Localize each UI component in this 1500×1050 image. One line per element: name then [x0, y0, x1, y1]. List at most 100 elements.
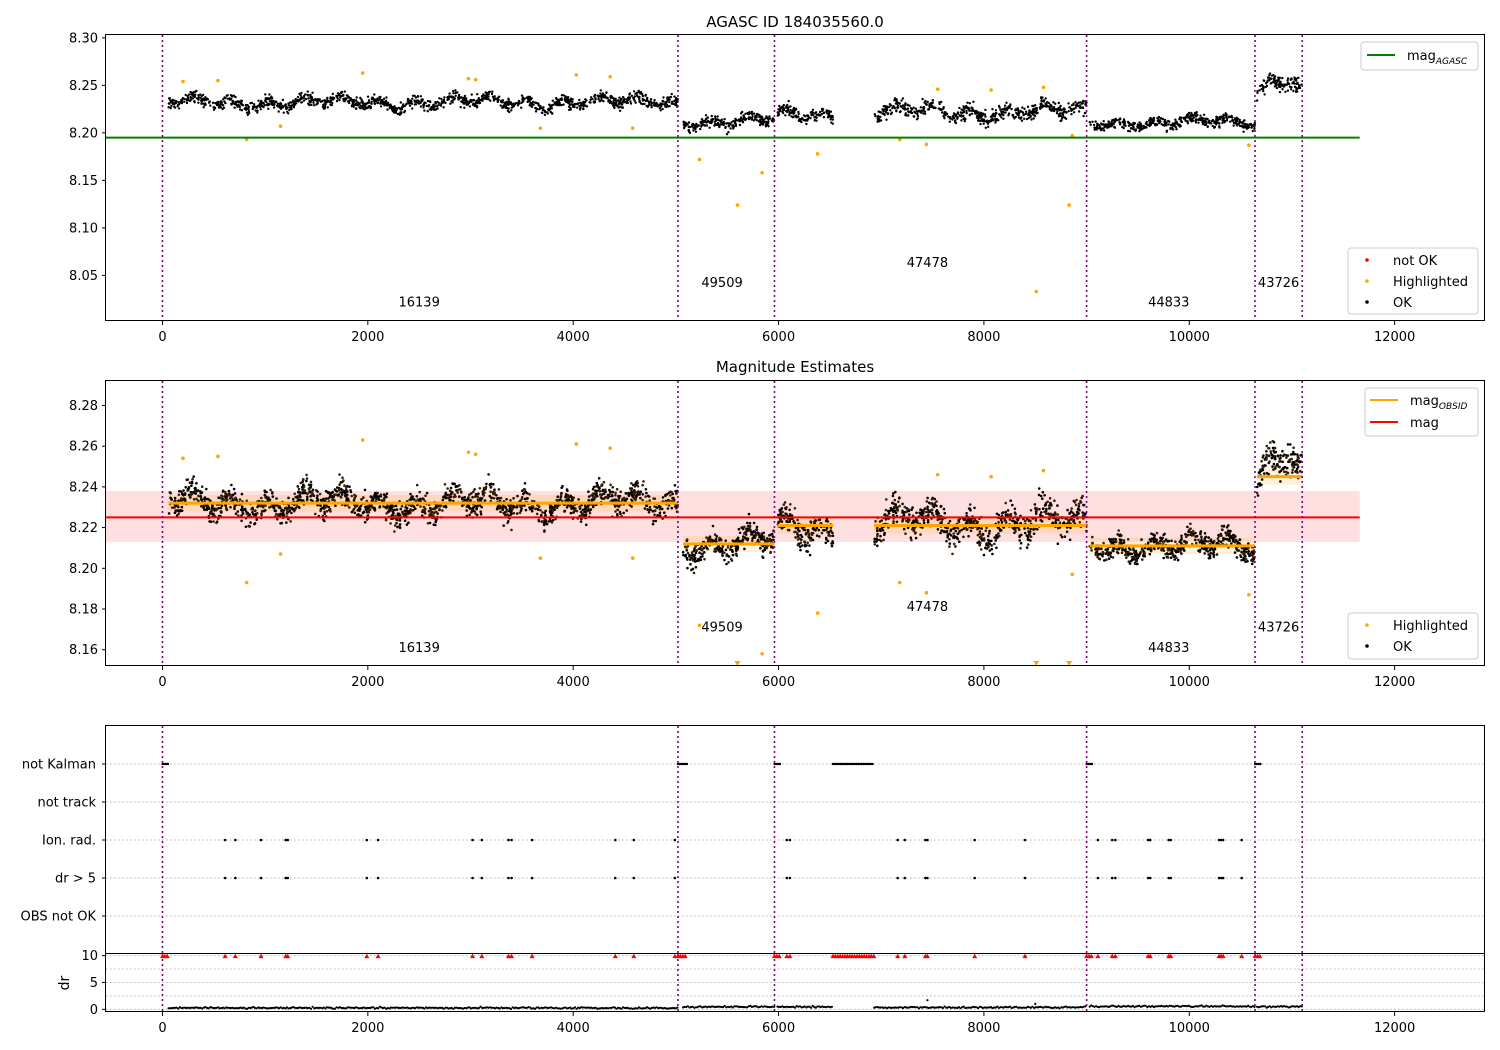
magnitude-ok-point [251, 506, 254, 510]
agasc-highlighted-point [1041, 85, 1046, 90]
agasc-ok-point [1004, 107, 1008, 111]
agasc-ok-point [1178, 123, 1182, 127]
magnitude-ok-point [799, 548, 802, 552]
magnitude-ok-point [734, 547, 738, 550]
magnitude-ok-point [468, 513, 471, 517]
agasc-ok-point [734, 124, 738, 128]
agasc-ok-point [1028, 109, 1031, 112]
magnitude-ok-point [761, 556, 765, 559]
agasc-ok-point [671, 100, 674, 104]
magnitude-ok-point [458, 484, 461, 487]
agasc-ok-point [254, 109, 257, 112]
agasc-ok-point [1295, 82, 1298, 86]
magnitude-ok-point [352, 499, 356, 502]
magnitude-ok-point [233, 492, 237, 495]
agasc-ok-point [704, 124, 707, 127]
agasc-ok-point [256, 109, 259, 112]
magnitude-ok-point [438, 508, 441, 511]
magnitude-ok-point [392, 504, 396, 508]
agasc-ok-point [771, 117, 775, 120]
agasc-ok-point [604, 96, 607, 99]
agasc-ok-point [452, 92, 455, 95]
agasc-ok-point [278, 102, 282, 106]
magnitude-ok-point [428, 513, 431, 517]
agasc-ok-point [673, 99, 677, 103]
magnitude-ok-point [496, 497, 499, 500]
magnitude-ok-point [663, 511, 666, 514]
agasc-ok-point [1022, 113, 1025, 117]
agasc-ok-point [488, 90, 492, 94]
magnitude-ok-point [485, 482, 488, 486]
agasc-ok-point [1278, 76, 1282, 80]
agasc-ok-point [665, 101, 668, 104]
magnitude-ok-point [441, 509, 444, 512]
agasc-ok-point [268, 93, 271, 96]
magnitude-ok-point [785, 512, 788, 516]
agasc-ok-point [367, 99, 371, 102]
agasc-ok-point [576, 106, 579, 109]
agasc-ok-point [1286, 77, 1290, 80]
agasc-ok-point [764, 125, 768, 128]
agasc-ok-point [454, 89, 457, 92]
magnitude-ok-point [638, 493, 641, 496]
agasc-ok-point [499, 104, 502, 107]
agasc-ok-point [440, 97, 443, 101]
agasc-ok-point [764, 117, 767, 120]
magnitude-ok-point [619, 490, 622, 494]
agasc-ok-point [461, 98, 465, 102]
agasc-ok-point [1001, 108, 1004, 111]
agasc-ok-point [906, 103, 909, 106]
agasc-ok-point [522, 100, 525, 103]
magnitude-ok-point [700, 552, 703, 555]
magnitude-ok-point [345, 489, 349, 493]
agasc-ok-point [1040, 102, 1043, 105]
agasc-ok-point [492, 97, 495, 100]
agasc-ok-point [694, 130, 698, 133]
magnitude-ok-point [449, 495, 453, 499]
magnitude-ok-point [505, 508, 509, 511]
magnitude-ok-point [530, 509, 534, 513]
agasc-ok-point [694, 123, 697, 127]
agasc-ok-point [551, 99, 554, 102]
agasc-ok-point [981, 118, 984, 121]
magnitude-ok-point [736, 536, 740, 540]
agasc-ok-point [882, 110, 885, 113]
agasc-ok-point [1026, 105, 1030, 109]
magnitude-ok-point [783, 501, 787, 504]
agasc-ok-point [961, 111, 964, 115]
agasc-ok-point [829, 118, 832, 121]
magnitude-ok-point [190, 481, 194, 485]
magnitude-ok-point [510, 528, 513, 532]
agasc-ok-point [503, 101, 506, 105]
magnitude-ok-point [219, 511, 223, 514]
agasc-ok-point [578, 98, 581, 102]
agasc-ok-point [653, 103, 656, 106]
agasc-ok-point [807, 117, 810, 121]
agasc-ok-point [1099, 122, 1103, 125]
agasc-ok-point [411, 107, 414, 110]
agasc-ok-point [1077, 110, 1081, 113]
agasc-ok-point [1059, 104, 1062, 108]
agasc-ok-point [560, 94, 564, 97]
magnitude-ok-point [673, 484, 677, 487]
agasc-ok-point [1032, 104, 1035, 108]
magnitude-ok-point [614, 493, 617, 497]
agasc-ok-point [463, 106, 466, 110]
agasc-ok-point [444, 101, 447, 105]
agasc-ok-point [573, 102, 577, 106]
agasc-ok-point [421, 99, 424, 102]
agasc-ok-point [666, 97, 669, 100]
agasc-ok-point [1091, 120, 1094, 124]
magnitude-ok-point [551, 509, 555, 512]
agasc-legend-top: magAGASC [1360, 41, 1479, 71]
agasc-ok-point [954, 119, 957, 122]
agasc-ok-point [738, 123, 742, 127]
agasc-ok-point [1024, 112, 1028, 116]
magnitude-ok-point [385, 512, 388, 515]
agasc-ok-point [366, 106, 369, 110]
magnitude-ok-point [616, 508, 619, 512]
agasc-ok-point [934, 106, 937, 110]
agasc-ok-point [1130, 123, 1134, 126]
agasc-ok-point [904, 114, 907, 117]
